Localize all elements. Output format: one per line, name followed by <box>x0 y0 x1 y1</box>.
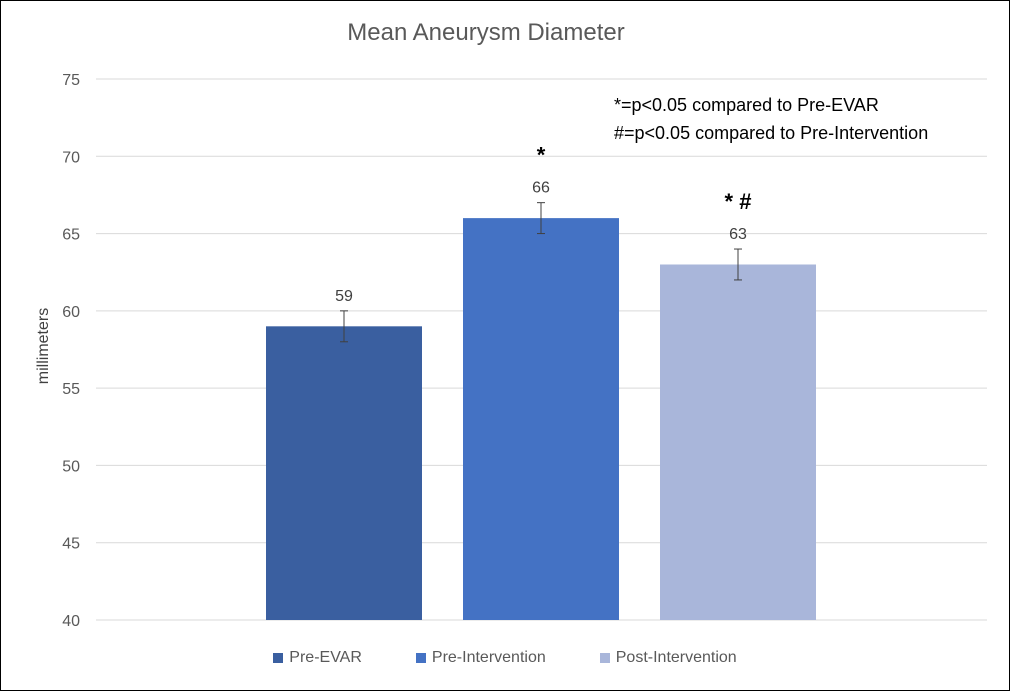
data-label-pre-evar: 59 <box>335 288 353 305</box>
legend: Pre-EVAR Pre-Intervention Post-Intervent… <box>1 649 1009 667</box>
legend-label-post-intervention: Post-Intervention <box>615 649 737 666</box>
y-tick-label-40: 40 <box>62 613 80 630</box>
data-label-pre-intervention: 66 <box>532 180 550 197</box>
y-tick-label-55: 55 <box>62 381 80 398</box>
chart-title: Mean Aneurysm Diameter <box>347 19 625 46</box>
y-tick-label-60: 60 <box>62 304 80 321</box>
data-label-post-intervention: 63 <box>729 226 747 243</box>
legend-swatch-post-intervention <box>599 653 610 663</box>
legend-swatch-pre-intervention <box>415 653 426 663</box>
annotation-pre-intervention: #=p<0.05 compared to Pre-Intervention <box>614 123 929 143</box>
y-tick-label-75: 75 <box>62 72 80 89</box>
legend-item-post-intervention: Post-Intervention <box>599 649 737 667</box>
legend-item-pre-evar: Pre-EVAR <box>273 649 362 667</box>
legend-item-pre-intervention: Pre-Intervention <box>415 649 546 667</box>
significance-marker-post-intervention: * # <box>725 189 752 214</box>
legend-label-pre-intervention: Pre-Intervention <box>431 649 546 666</box>
annotation-pre-evar: *=p<0.05 compared to Pre-EVAR <box>614 95 879 115</box>
legend-swatch-pre-evar <box>273 653 284 663</box>
y-tick-label-45: 45 <box>62 536 80 553</box>
y-tick-label-50: 50 <box>62 458 80 475</box>
legend-label-pre-evar: Pre-EVAR <box>289 649 362 666</box>
significance-marker-pre-intervention: * <box>537 143 546 168</box>
y-tick-label-70: 70 <box>62 149 80 166</box>
bar-pre-intervention <box>463 218 619 620</box>
bar-post-intervention <box>660 264 816 620</box>
y-tick-label-65: 65 <box>62 227 80 244</box>
bar-pre-evar <box>266 326 422 620</box>
